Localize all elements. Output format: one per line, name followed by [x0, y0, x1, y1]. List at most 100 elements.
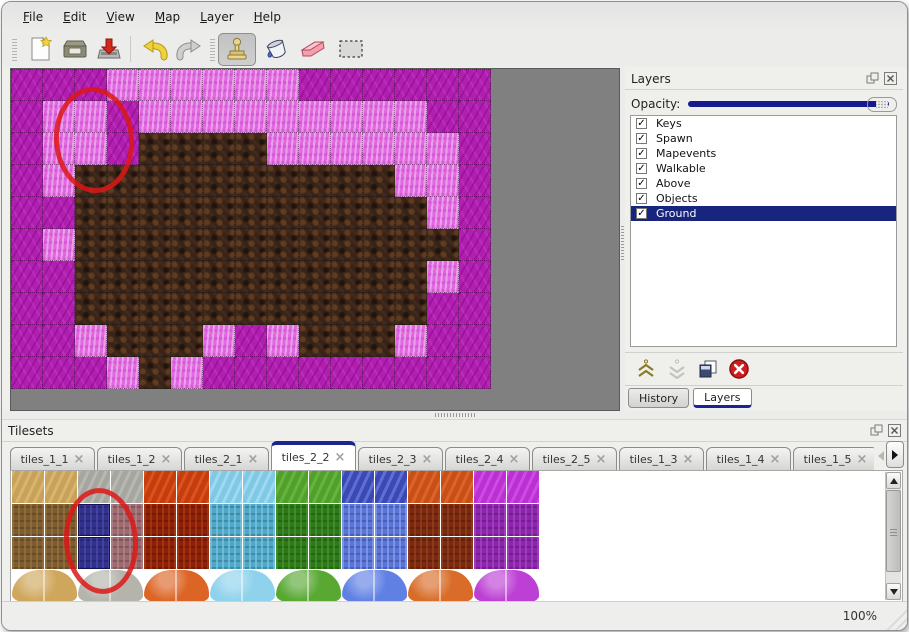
map-tile[interactable]: [203, 101, 235, 133]
map-tile[interactable]: [395, 197, 427, 229]
save-button[interactable]: [92, 33, 126, 65]
tileset-tile[interactable]: [45, 537, 77, 569]
map-tile[interactable]: [459, 69, 491, 101]
tileset-tile[interactable]: [375, 471, 407, 503]
menu-view[interactable]: View: [106, 9, 135, 24]
map-tile[interactable]: [75, 325, 107, 357]
float-panel-icon[interactable]: [866, 72, 879, 85]
map-tile[interactable]: [139, 101, 171, 133]
map-tile[interactable]: [267, 261, 299, 293]
map-tile[interactable]: [203, 69, 235, 101]
map-tile[interactable]: [427, 261, 459, 293]
tileset-tile[interactable]: [375, 537, 407, 569]
layer-visibility-checkbox[interactable]: ✓: [636, 193, 647, 204]
map-tile[interactable]: [331, 229, 363, 261]
scroll-up-button[interactable]: [886, 472, 901, 489]
map-tile[interactable]: [107, 357, 139, 389]
map-tile[interactable]: [107, 325, 139, 357]
layer-visibility-checkbox[interactable]: ✓: [636, 148, 647, 159]
map-tile[interactable]: [459, 101, 491, 133]
map-tile[interactable]: [331, 261, 363, 293]
map-tile[interactable]: [203, 357, 235, 389]
map-tile[interactable]: [299, 69, 331, 101]
tab-close-icon[interactable]: ×: [769, 451, 781, 467]
map-tile[interactable]: [107, 133, 139, 165]
tileset-tile[interactable]: [144, 504, 176, 536]
tileset-tile[interactable]: [45, 504, 77, 536]
layer-row-spawn[interactable]: ✓ Spawn: [631, 131, 896, 146]
map-tile[interactable]: [395, 325, 427, 357]
map-tile[interactable]: [363, 101, 395, 133]
map-tile[interactable]: [43, 165, 75, 197]
map-tile[interactable]: [75, 101, 107, 133]
map-tile[interactable]: [43, 197, 75, 229]
map-tile[interactable]: [235, 357, 267, 389]
map-tile[interactable]: [11, 165, 43, 197]
tileset-tile[interactable]: [12, 537, 44, 569]
map-tile[interactable]: [171, 261, 203, 293]
map-tile[interactable]: [267, 133, 299, 165]
map-tile[interactable]: [43, 357, 75, 389]
map-tile[interactable]: [427, 101, 459, 133]
tileset-blob-tile[interactable]: [78, 570, 143, 601]
map-tile[interactable]: [395, 229, 427, 261]
float-panel-icon[interactable]: [870, 424, 883, 437]
tileset-tab-tiles_2_2[interactable]: tiles_2_2 ×: [271, 441, 356, 470]
tileset-tile[interactable]: [342, 504, 374, 536]
map-tile[interactable]: [171, 325, 203, 357]
map-tile[interactable]: [363, 69, 395, 101]
tileset-tile[interactable]: [342, 471, 374, 503]
map-tile[interactable]: [331, 165, 363, 197]
move-layer-up-button[interactable]: [635, 358, 657, 380]
map-tile[interactable]: [459, 197, 491, 229]
tileset-tile[interactable]: [210, 471, 242, 503]
map-tile[interactable]: [395, 293, 427, 325]
map-tile[interactable]: [139, 229, 171, 261]
map-tile[interactable]: [139, 69, 171, 101]
map-tile[interactable]: [235, 101, 267, 133]
map-tile[interactable]: [395, 69, 427, 101]
map-tile[interactable]: [11, 197, 43, 229]
map-tile[interactable]: [299, 101, 331, 133]
map-tile[interactable]: [459, 357, 491, 389]
tileset-tile[interactable]: [408, 471, 440, 503]
map-tile[interactable]: [235, 293, 267, 325]
tileset-tile[interactable]: [276, 471, 308, 503]
map-canvas[interactable]: [10, 68, 620, 411]
map-tile[interactable]: [75, 165, 107, 197]
map-tile[interactable]: [107, 69, 139, 101]
map-tile[interactable]: [267, 197, 299, 229]
tileset-tile-selected[interactable]: [78, 537, 110, 569]
map-tile[interactable]: [75, 229, 107, 261]
tileset-tile[interactable]: [78, 471, 110, 503]
scroll-down-button[interactable]: [886, 583, 901, 600]
tileset-tile[interactable]: [177, 471, 209, 503]
map-tile[interactable]: [331, 325, 363, 357]
tileset-tile[interactable]: [210, 504, 242, 536]
tileset-tab-tiles_1_5[interactable]: tiles_1_5 ×: [793, 447, 874, 470]
map-tile[interactable]: [203, 325, 235, 357]
map-tile[interactable]: [395, 261, 427, 293]
map-tile[interactable]: [267, 293, 299, 325]
tileset-tile[interactable]: [111, 537, 143, 569]
map-tile[interactable]: [203, 197, 235, 229]
new-file-button[interactable]: [24, 33, 58, 65]
map-tile[interactable]: [459, 261, 491, 293]
map-tile[interactable]: [171, 197, 203, 229]
menu-file[interactable]: File: [23, 9, 44, 24]
map-tile[interactable]: [363, 261, 395, 293]
tab-close-icon[interactable]: ×: [856, 451, 868, 467]
map-tile[interactable]: [107, 261, 139, 293]
map-tile[interactable]: [427, 69, 459, 101]
map-tile[interactable]: [203, 165, 235, 197]
tab-scroll-left-button[interactable]: [873, 443, 889, 468]
map-tile[interactable]: [299, 197, 331, 229]
toolbar-drag-handle-2[interactable]: [210, 37, 215, 61]
map-tile[interactable]: [11, 69, 43, 101]
tileset-blob-tile[interactable]: [342, 570, 407, 601]
tileset-tab-tiles_1_3[interactable]: tiles_1_3 ×: [619, 447, 704, 470]
map-tile[interactable]: [43, 325, 75, 357]
map-tile[interactable]: [459, 325, 491, 357]
map-tile[interactable]: [171, 165, 203, 197]
tileset-tile[interactable]: [276, 537, 308, 569]
